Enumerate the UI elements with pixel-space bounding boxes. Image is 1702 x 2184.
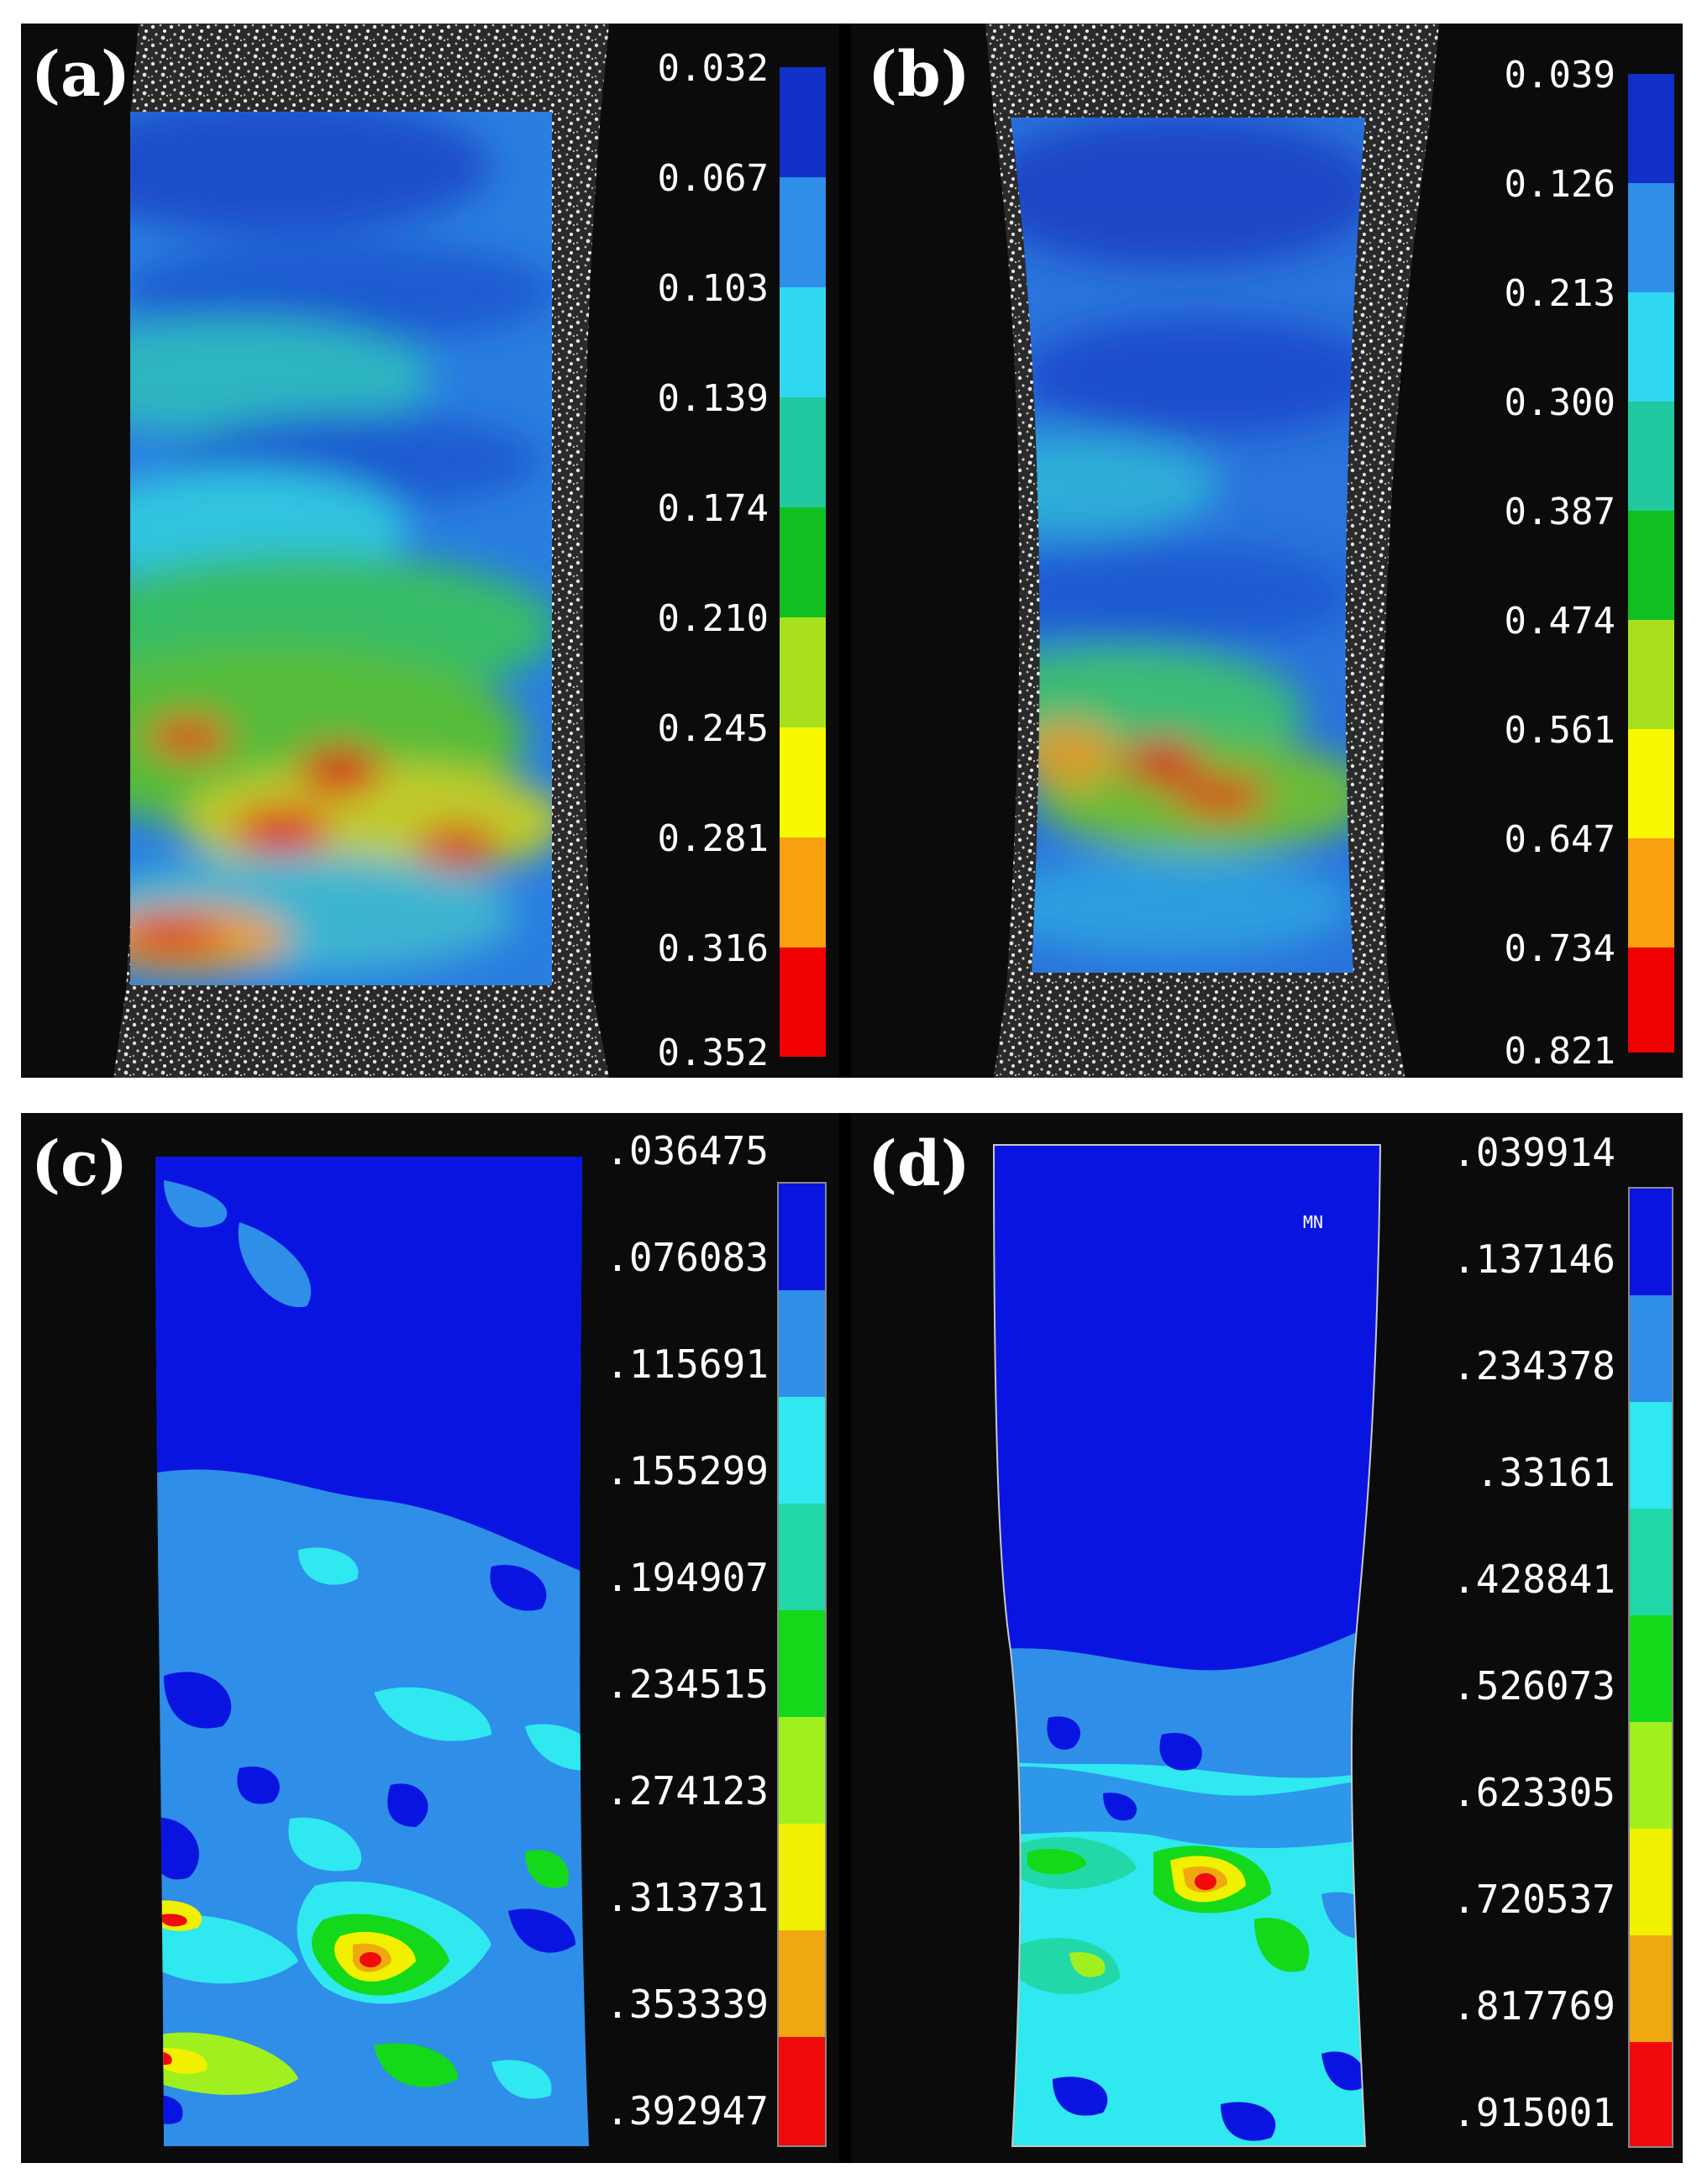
legend-tick: .313731 xyxy=(606,1875,769,1920)
legend-tick: 0.821 xyxy=(1504,1030,1615,1073)
colorbar-a xyxy=(780,67,826,1057)
legend-swatch xyxy=(779,1717,825,1824)
legend-swatch xyxy=(1630,1402,1672,1509)
legend-tick: 0.067 xyxy=(657,157,769,200)
legend-swatch xyxy=(780,397,826,507)
legend-tick: .392947 xyxy=(606,2088,769,2134)
legend-tick: .915001 xyxy=(1452,2090,1615,2135)
legend-swatch xyxy=(1628,402,1674,511)
legend-tick: 0.316 xyxy=(657,927,769,970)
colorbar-c xyxy=(777,1182,827,2147)
legend-swatch xyxy=(1630,2042,1672,2146)
legend-tick: 0.210 xyxy=(657,597,769,640)
legend-swatch xyxy=(1630,1509,1672,1615)
top-row: (a) 0.032 0.067 0.103 0.139 0.174 0.210 … xyxy=(21,24,1683,1078)
legend-swatch xyxy=(779,1824,825,1930)
legend-tick: .428841 xyxy=(1452,1557,1615,1602)
bottom-row: (c) .036475 .076083 .115691 .155299 .194… xyxy=(21,1113,1683,2163)
legend-swatch xyxy=(780,837,826,948)
legend-tick: 0.245 xyxy=(657,707,769,750)
legend-swatch xyxy=(779,1504,825,1610)
legend-swatch xyxy=(780,177,826,287)
legend-tick: 0.281 xyxy=(657,817,769,860)
legend-tick: .33161 xyxy=(1475,1450,1615,1495)
legend-tick: .274123 xyxy=(606,1768,769,1814)
legend-tick: 0.039 xyxy=(1504,54,1615,97)
legend-tick: .526073 xyxy=(1452,1663,1615,1709)
fem-contour-d xyxy=(992,1144,1382,2147)
legend-swatch xyxy=(1628,948,1674,1053)
legend-swatch xyxy=(1628,729,1674,838)
legend-tick: 0.300 xyxy=(1504,381,1615,424)
legend-tick: .353339 xyxy=(606,1982,769,2027)
legend-tick: 0.474 xyxy=(1504,600,1615,643)
legend-tick: .039914 xyxy=(1452,1130,1615,1175)
legend-swatch xyxy=(1628,511,1674,620)
legend-tick: 0.103 xyxy=(657,267,769,310)
legend-tick: .194907 xyxy=(606,1555,769,1600)
legend-tick: .137146 xyxy=(1452,1236,1615,1282)
legend-tick: 0.647 xyxy=(1504,818,1615,861)
legend-swatch xyxy=(1630,1935,1672,2042)
legend-swatch xyxy=(1628,74,1674,183)
legend-tick: .234378 xyxy=(1452,1343,1615,1389)
panel-divider xyxy=(839,1113,851,2163)
panel-divider xyxy=(839,24,851,1078)
legend-tick: 0.032 xyxy=(657,47,769,90)
legend-tick: 0.126 xyxy=(1504,163,1615,206)
legend-tick: .155299 xyxy=(606,1448,769,1494)
legend-swatch xyxy=(1630,1829,1672,1935)
legend-swatch xyxy=(1628,183,1674,292)
legend-swatch xyxy=(1628,620,1674,729)
panel-label: (c) xyxy=(31,1128,129,1200)
legend-swatch xyxy=(1628,838,1674,948)
legend-swatch xyxy=(780,507,826,617)
legend-swatch xyxy=(779,1290,825,1397)
panel-b: (b) 0.039 0.126 0.213 0.300 0.387 0.474 … xyxy=(851,24,1683,1078)
legend-swatch xyxy=(1630,1189,1672,1295)
legend-tick: 0.213 xyxy=(1504,272,1615,315)
legend-tick: 0.561 xyxy=(1504,709,1615,752)
panel-a: (a) 0.032 0.067 0.103 0.139 0.174 0.210 … xyxy=(21,24,839,1078)
legend-tick: .817769 xyxy=(1452,1983,1615,2029)
legend-swatch xyxy=(779,1397,825,1504)
legend-swatch xyxy=(780,617,826,727)
legend-swatch xyxy=(780,948,826,1057)
legend-tick: .234515 xyxy=(606,1662,769,1707)
legend-tick: 0.352 xyxy=(657,1032,769,1074)
legend-swatch xyxy=(779,1930,825,2037)
legend-tick: 0.139 xyxy=(657,377,769,420)
panel-d: MN (d) .039914 .137146 .234378 .33161 .4… xyxy=(851,1113,1683,2163)
dic-image-a xyxy=(113,24,609,1078)
legend-swatch xyxy=(1628,292,1674,402)
panel-label: (b) xyxy=(868,39,970,111)
panel-label: (d) xyxy=(868,1128,970,1200)
legend-tick: 0.387 xyxy=(1504,491,1615,533)
legend-tick: .115691 xyxy=(606,1341,769,1387)
legend-tick: 0.734 xyxy=(1504,927,1615,970)
fem-contour-c xyxy=(155,1157,589,2146)
legend-tick: .036475 xyxy=(606,1128,769,1173)
legend-swatch xyxy=(780,67,826,177)
legend-swatch xyxy=(1630,1722,1672,1829)
colorbar-b xyxy=(1628,74,1674,1053)
min-marker-label: MN xyxy=(1303,1212,1324,1232)
dic-image-b xyxy=(985,24,1439,1078)
legend-swatch xyxy=(779,2037,825,2145)
legend-swatch xyxy=(780,287,826,397)
panel-c: (c) .036475 .076083 .115691 .155299 .194… xyxy=(21,1113,839,2163)
colorbar-d xyxy=(1628,1187,1673,2148)
legend-swatch xyxy=(779,1184,825,1290)
legend-swatch xyxy=(779,1610,825,1717)
legend-tick: .076083 xyxy=(606,1235,769,1280)
legend-swatch xyxy=(1630,1295,1672,1402)
legend-tick: .720537 xyxy=(1452,1877,1615,1922)
legend-swatch xyxy=(1630,1615,1672,1722)
legend-swatch xyxy=(780,727,826,837)
panel-label: (a) xyxy=(31,39,130,111)
legend-tick: .623305 xyxy=(1452,1770,1615,1815)
legend-tick: 0.174 xyxy=(657,487,769,530)
